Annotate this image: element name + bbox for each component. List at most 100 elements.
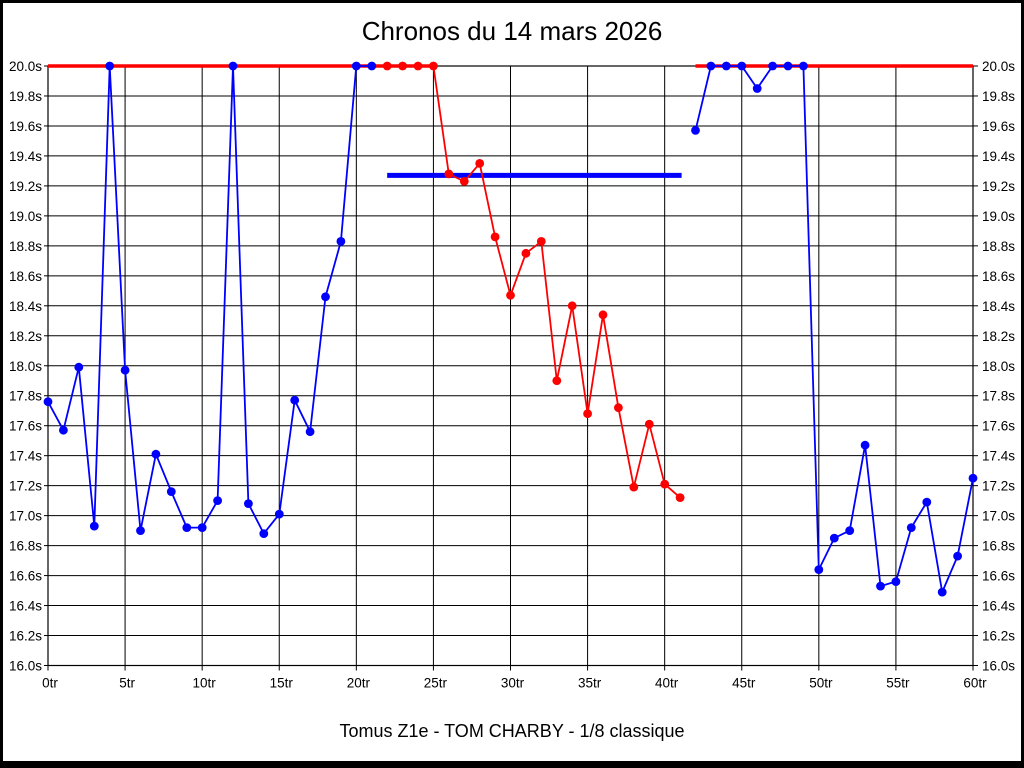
x-axis-label: 15tr	[270, 676, 294, 691]
y-axis-label-right: 17.2s	[982, 479, 1015, 494]
data-point-chrono-bleu-fin	[737, 61, 747, 71]
y-axis-label-left: 18.8s	[9, 239, 42, 254]
data-point-chrono-bleu-debut	[244, 499, 253, 508]
y-axis-label-left: 18.4s	[9, 299, 42, 314]
y-axis-label-left: 19.0s	[9, 209, 42, 224]
data-point-chrono-bleu-fin	[721, 61, 731, 71]
series-line-chrono-bleu-debut	[47, 65, 372, 535]
y-axis-label-right: 16.0s	[982, 659, 1015, 674]
y-axis-label-right: 19.0s	[982, 209, 1015, 224]
data-point-chrono-rouge	[490, 232, 500, 242]
x-axis-label: 20tr	[347, 676, 371, 691]
data-point-chrono-bleu-fin	[829, 533, 839, 543]
y-axis-label-left: 19.4s	[9, 149, 42, 164]
y-axis-label-left: 19.8s	[9, 89, 42, 104]
data-point-chrono-bleu-fin	[768, 61, 777, 71]
y-axis-label-left: 17.4s	[9, 449, 42, 464]
y-axis-label-right: 18.4s	[982, 299, 1015, 314]
data-point-chrono-bleu-debut	[228, 61, 238, 71]
y-axis-label-right: 16.6s	[982, 569, 1015, 584]
y-axis-label-left: 17.8s	[9, 389, 42, 404]
y-axis-label-right: 16.4s	[982, 599, 1015, 614]
data-point-chrono-bleu-fin	[752, 84, 762, 93]
data-point-chrono-bleu-debut	[336, 237, 346, 246]
data-point-chrono-bleu-fin	[876, 581, 885, 591]
data-point-chrono-bleu-fin	[906, 523, 916, 532]
x-axis-label: 35tr	[578, 676, 602, 691]
y-axis-label-right: 19.6s	[982, 119, 1015, 134]
window-border-top	[0, 0, 1024, 3]
data-point-chrono-bleu-debut	[321, 292, 330, 302]
y-axis-label-left: 17.0s	[9, 509, 42, 524]
y-axis-label-right: 19.2s	[982, 179, 1015, 194]
data-point-chrono-bleu-debut	[182, 523, 192, 532]
data-point-chrono-rouge	[675, 493, 685, 502]
y-axis-label-left: 18.2s	[9, 329, 42, 344]
y-axis-label-right: 19.4s	[982, 149, 1015, 164]
x-axis-label: 50tr	[809, 676, 833, 691]
data-point-chrono-bleu-debut	[74, 362, 84, 372]
data-point-chrono-bleu-debut	[290, 395, 300, 405]
data-point-chrono-bleu-debut	[351, 61, 361, 71]
data-point-chrono-bleu-debut	[89, 521, 99, 531]
data-point-chrono-bleu-debut	[59, 425, 68, 435]
data-point-chrono-rouge	[644, 419, 654, 429]
data-point-chrono-rouge	[536, 237, 546, 246]
y-axis-label-left: 16.6s	[9, 569, 42, 584]
y-axis-label-right: 16.8s	[982, 539, 1015, 554]
data-point-chrono-bleu-debut	[166, 487, 176, 496]
x-axis-label: 25tr	[424, 676, 448, 691]
x-axis-label: 10tr	[193, 676, 217, 691]
data-point-chrono-rouge	[567, 301, 577, 311]
y-axis-label-left: 19.2s	[9, 179, 42, 194]
data-point-chrono-rouge	[444, 169, 454, 179]
data-point-chrono-rouge	[459, 177, 469, 186]
data-point-chrono-bleu-fin	[783, 61, 793, 71]
chart-title: Chronos du 14 mars 2026	[361, 16, 663, 46]
data-point-chrono-rouge	[413, 61, 423, 71]
y-axis-label-left: 16.0s	[9, 659, 42, 674]
y-axis-label-left: 18.0s	[9, 359, 42, 374]
data-point-chrono-rouge	[382, 61, 392, 71]
data-point-chrono-bleu-debut	[151, 449, 161, 459]
x-axis-label: 40tr	[655, 676, 679, 691]
series-line-chrono-bleu-fin	[694, 65, 974, 593]
y-axis-label-left: 16.8s	[9, 539, 42, 554]
y-axis-label-right: 17.6s	[982, 419, 1015, 434]
y-axis-label-right: 17.4s	[982, 449, 1015, 464]
data-point-chrono-bleu-fin	[799, 61, 808, 71]
y-axis-label-right: 18.6s	[982, 269, 1015, 284]
data-point-chrono-bleu-debut	[105, 61, 115, 71]
y-axis-label-left: 19.6s	[9, 119, 42, 134]
data-point-chrono-bleu-debut	[197, 523, 207, 532]
data-point-chrono-bleu-debut	[213, 496, 223, 505]
data-point-chrono-rouge	[629, 482, 639, 492]
y-axis-label-left: 17.2s	[9, 479, 42, 494]
y-axis-label-left: 16.4s	[9, 599, 42, 614]
y-axis-label-right: 20.0s	[982, 59, 1015, 74]
y-axis-label-right: 16.2s	[982, 629, 1015, 644]
data-point-chrono-bleu-fin	[860, 440, 870, 450]
data-point-chrono-rouge	[598, 310, 608, 320]
data-point-chrono-rouge	[521, 248, 531, 258]
y-axis-label-right: 17.8s	[982, 389, 1015, 404]
data-point-chrono-bleu-fin	[845, 526, 855, 535]
data-point-chrono-bleu-debut	[136, 526, 145, 535]
y-axis-label-left: 20.0s	[9, 59, 42, 74]
data-point-chrono-rouge	[660, 479, 670, 489]
data-point-chrono-rouge	[506, 290, 515, 300]
data-point-chrono-bleu-fin	[691, 125, 700, 135]
x-axis-label: 0tr	[42, 676, 58, 691]
y-axis-label-right: 18.8s	[982, 239, 1015, 254]
y-axis-label-left: 17.6s	[9, 419, 42, 434]
data-point-chrono-bleu-debut	[259, 529, 269, 538]
y-axis-label-right: 18.2s	[982, 329, 1015, 344]
data-point-chrono-bleu-debut	[367, 61, 377, 71]
data-point-chrono-bleu-fin	[953, 551, 962, 561]
x-axis-label: 60tr	[963, 676, 987, 691]
data-point-chrono-bleu-fin	[922, 497, 932, 507]
y-axis-label-right: 17.0s	[982, 509, 1015, 524]
data-point-chrono-rouge	[614, 403, 623, 413]
data-point-chrono-rouge	[429, 61, 438, 71]
